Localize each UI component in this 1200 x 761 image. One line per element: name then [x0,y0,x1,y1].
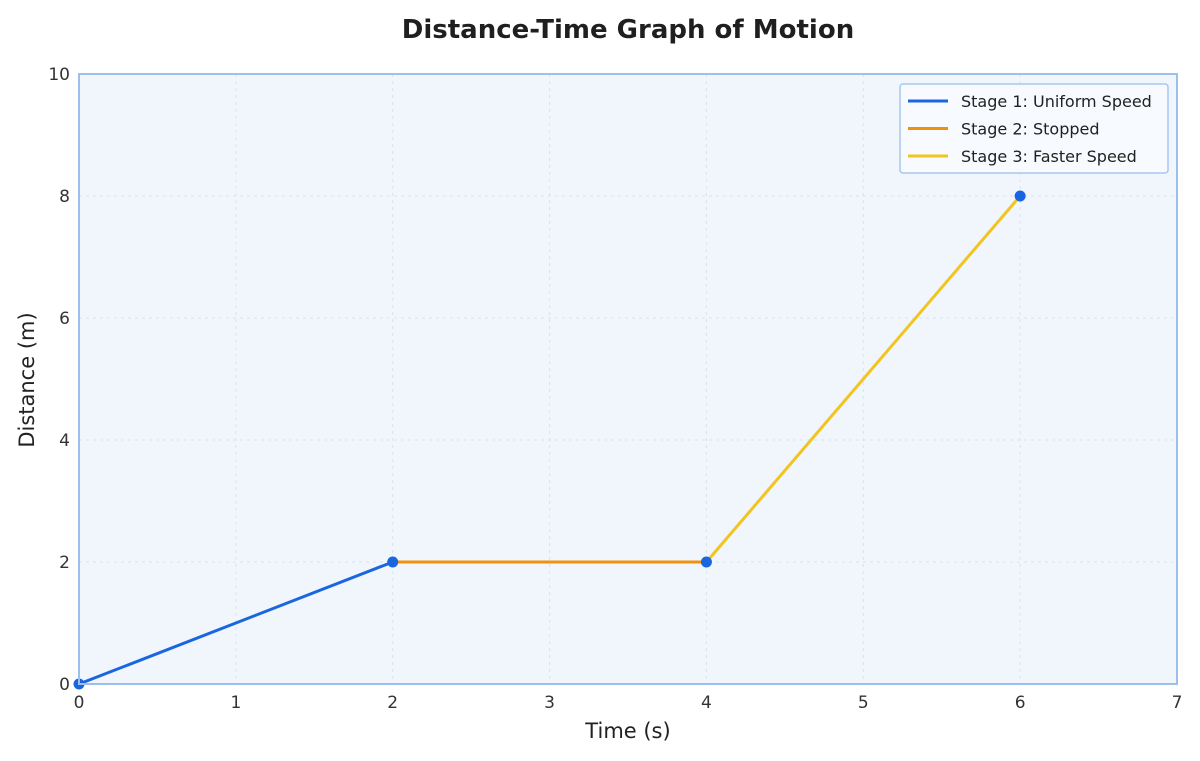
y-tick-label: 2 [59,553,70,573]
data-point-marker [1014,190,1026,202]
y-tick-label: 4 [59,431,70,451]
y-tick-label: 6 [59,309,70,329]
x-axis-label: Time (s) [584,719,670,743]
legend: Stage 1: Uniform Speed Stage 2: Stopped St… [899,83,1169,174]
x-tick-label: 5 [858,693,869,713]
data-point-marker [700,556,712,568]
x-tick-label: 6 [1015,693,1026,713]
series-lines [77,194,1022,686]
x-tick-label: 3 [544,693,555,713]
legend-label-2: Stage 2: Stopped [961,120,1100,139]
series-line-1 [77,560,395,686]
y-axis-ticks: 0 2 4 6 8 10 [48,65,70,695]
y-tick-label: 10 [48,65,70,85]
legend-label-3: Stage 3: Faster Speed [961,147,1137,166]
x-tick-label: 1 [230,693,241,713]
y-axis-label: Distance (m) [15,312,39,447]
x-axis-ticks: 0 1 2 3 4 5 6 7 [74,693,1183,713]
series-line-3 [704,194,1022,564]
chart-title: Distance-Time Graph of Motion [402,15,854,45]
legend-label-1: Stage 1: Uniform Speed [961,92,1152,111]
legend-box [899,83,1169,174]
y-tick-label: 0 [59,675,70,695]
x-tick-label: 0 [74,693,85,713]
x-tick-label: 4 [701,693,712,713]
plot-frame [78,73,1178,685]
data-point-marker [387,556,399,568]
x-tick-label: 7 [1172,693,1183,713]
y-tick-label: 8 [59,187,70,207]
plot-area [79,74,1177,684]
x-tick-label: 2 [387,693,398,713]
